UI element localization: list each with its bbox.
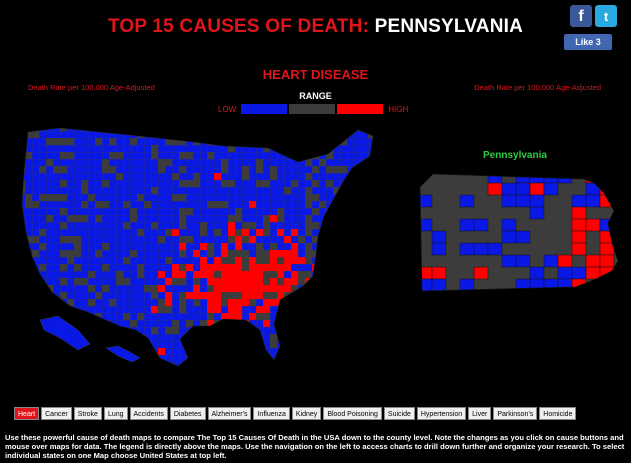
cause-button-lung[interactable]: Lung: [103, 407, 128, 420]
cause-button-diabetes[interactable]: Diabetes: [169, 407, 206, 420]
title-state: PENNSYLVANIA: [374, 16, 524, 37]
like-button[interactable]: Like 3: [564, 34, 612, 50]
cause-button-accidents[interactable]: Accidents: [129, 407, 168, 420]
cause-button-influenza[interactable]: Influenza: [253, 407, 290, 420]
cause-title: HEART DISEASE: [262, 67, 369, 82]
cause-button-hypertension[interactable]: Hypertension: [416, 407, 467, 420]
us-county-map[interactable]: [18, 124, 390, 386]
rate-note-right: Death Rate per 100,000 Age-Adjusted: [474, 83, 601, 92]
legend-high-label: HIGH: [388, 104, 409, 114]
state-map-title: Pennsylvania: [483, 150, 547, 161]
legend-mid-swatch: [289, 104, 336, 114]
social-buttons: f t: [570, 5, 617, 27]
description-text: Use these powerful cause of death maps t…: [5, 433, 625, 460]
cause-button-heart[interactable]: Heart: [14, 407, 40, 420]
cause-button-suicide[interactable]: Suicide: [383, 407, 415, 420]
legend-range-label: RANGE: [299, 91, 332, 101]
cause-button-blood-poisoning[interactable]: Blood Poisoning: [323, 407, 382, 420]
twitter-icon[interactable]: t: [595, 5, 617, 27]
cause-button-parkinson-s[interactable]: Parkinson's: [493, 407, 538, 420]
cause-button-stroke[interactable]: Stroke: [73, 407, 102, 420]
title-prefix: TOP 15 CAUSES OF DEATH:: [107, 16, 375, 37]
hawaii-shape[interactable]: [105, 345, 141, 363]
alaska-shape[interactable]: [39, 315, 91, 351]
cause-button-bar: Heart Cancer Stroke Lung Accidents Diabetes Al…: [14, 407, 577, 420]
facebook-icon[interactable]: f: [570, 5, 592, 27]
cause-button-kidney[interactable]: Kidney: [291, 407, 322, 420]
legend-low-swatch: [241, 104, 288, 114]
cause-button-homicide[interactable]: Homicide: [539, 407, 577, 420]
legend-high-swatch: [337, 104, 384, 114]
legend-low-label: LOW: [218, 104, 237, 114]
cause-button-liver[interactable]: Liver: [468, 407, 492, 420]
legend: LOW HIGH: [218, 104, 408, 114]
cause-button-cancer[interactable]: Cancer: [41, 407, 72, 420]
rate-note-left: Death Rate per 100,000 Age-Adjusted: [28, 83, 155, 92]
pennsylvania-county-map[interactable]: [418, 171, 624, 293]
cause-button-alzheimer-s[interactable]: Alzheimer's: [207, 407, 252, 420]
page-title: TOP 15 CAUSES OF DEATH: PENNSYLVANIA: [0, 16, 631, 38]
